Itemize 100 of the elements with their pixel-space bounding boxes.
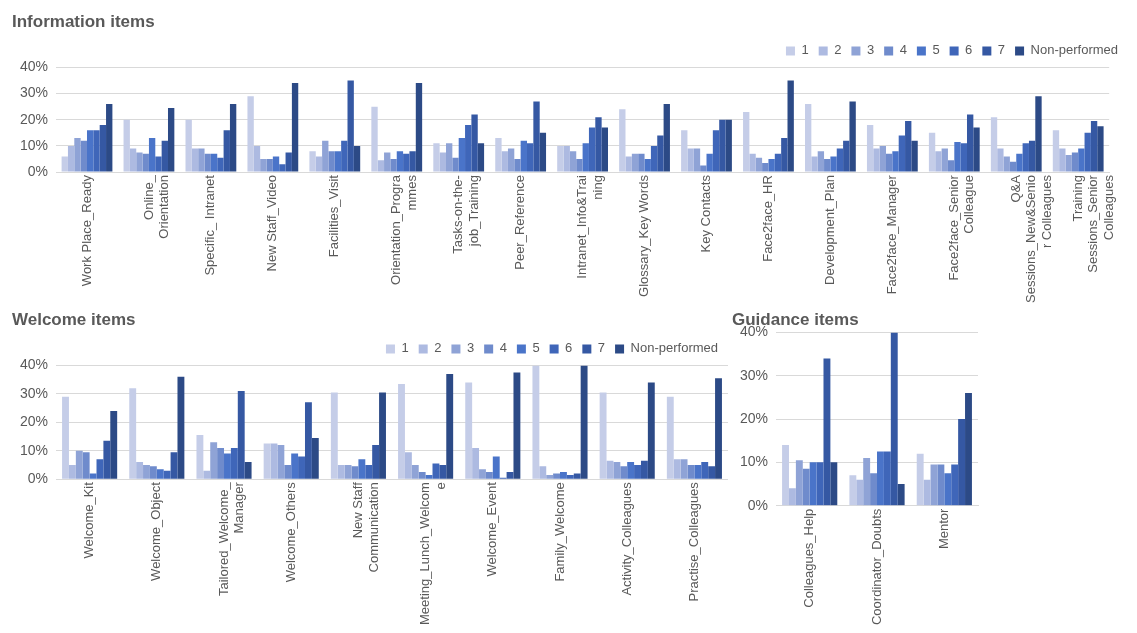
chart-title: Welcome items [12, 309, 136, 329]
bar [285, 152, 292, 172]
y-tick-label: 0% [27, 162, 49, 179]
x-tick-label: Welcome_Kit [81, 481, 97, 559]
bar [693, 148, 701, 172]
bar [266, 159, 273, 172]
bar [465, 124, 472, 172]
x-tick-label: Family_Welcome [551, 482, 567, 582]
bar [928, 132, 936, 172]
bar [415, 83, 423, 172]
bar [411, 464, 419, 479]
bar [708, 466, 716, 479]
y-tick-label: 0% [747, 496, 769, 513]
bar [439, 464, 447, 479]
bar [576, 159, 583, 172]
bar [148, 138, 156, 172]
bar [247, 96, 254, 172]
bar [725, 119, 732, 172]
bar [1071, 152, 1079, 172]
bar [123, 119, 130, 172]
bar [191, 148, 199, 172]
bar [477, 143, 485, 172]
bar [304, 402, 312, 479]
bar [1016, 153, 1023, 172]
bar [196, 435, 204, 479]
x-tick-label: Practise_Colleagues [685, 481, 701, 602]
bar [446, 143, 453, 172]
bar [890, 332, 898, 506]
bar [644, 159, 651, 172]
bar [425, 474, 433, 479]
bar [613, 462, 621, 479]
bar [458, 138, 466, 172]
legend-label: Non-performed [630, 340, 719, 356]
bar [217, 157, 224, 172]
bar [673, 459, 681, 479]
bar [1022, 143, 1029, 172]
bar [873, 148, 880, 172]
bar [96, 459, 104, 479]
bar [650, 145, 658, 172]
legend-label: 3 [466, 340, 475, 356]
bar [944, 473, 952, 506]
bar [230, 447, 238, 479]
bar [322, 140, 329, 172]
bar [347, 80, 354, 172]
bar [217, 447, 225, 479]
bar [203, 470, 211, 479]
bar [1059, 148, 1066, 172]
bar [277, 445, 285, 479]
bar [967, 114, 974, 172]
bar [856, 479, 864, 506]
bar [958, 419, 966, 506]
bar [163, 470, 171, 479]
bar [106, 104, 113, 172]
bar [315, 156, 323, 172]
x-tick-label: Welcome_Event [484, 481, 500, 577]
bar [129, 148, 137, 172]
bar [566, 474, 574, 479]
x-tick-label: Face2face_Senior Colleague [945, 174, 977, 281]
x-tick-label: Activity_Colleagues [618, 481, 634, 596]
bar [715, 378, 722, 479]
bar [749, 153, 756, 172]
bar [501, 151, 508, 172]
legend-label: 3 [866, 42, 875, 58]
bar [809, 462, 817, 506]
bar [506, 472, 514, 479]
bar [74, 138, 81, 172]
bar [358, 459, 366, 479]
bar [520, 140, 527, 172]
bar [279, 164, 286, 172]
bar [743, 111, 750, 172]
bar [560, 472, 567, 479]
bar [495, 138, 502, 172]
bar [185, 119, 192, 172]
bar [341, 140, 348, 172]
legend-label: 2 [434, 340, 442, 356]
x-tick-label: Coordinator_Doubts [868, 508, 884, 626]
bar [337, 464, 345, 479]
bar [599, 392, 607, 479]
bar [1065, 155, 1072, 172]
bar [935, 151, 942, 172]
y-tick-label: 30% [19, 384, 49, 401]
bar [533, 101, 540, 172]
bar [762, 162, 769, 172]
bar [409, 151, 416, 172]
chart-title: Information items [12, 11, 155, 31]
x-tick-label: New Staff Communication [349, 481, 381, 573]
bar [1009, 161, 1017, 172]
bar [471, 114, 478, 172]
bar [836, 148, 844, 172]
bar [877, 451, 884, 506]
legend-label: 5 [532, 340, 540, 356]
bar [161, 140, 168, 172]
bar [947, 160, 955, 172]
bar [403, 153, 410, 172]
x-tick-label: Mentor [935, 507, 951, 550]
bar [830, 156, 837, 172]
y-tick-label: 20% [739, 409, 769, 426]
bar [129, 388, 137, 479]
bar [229, 104, 237, 172]
bar [849, 475, 857, 506]
